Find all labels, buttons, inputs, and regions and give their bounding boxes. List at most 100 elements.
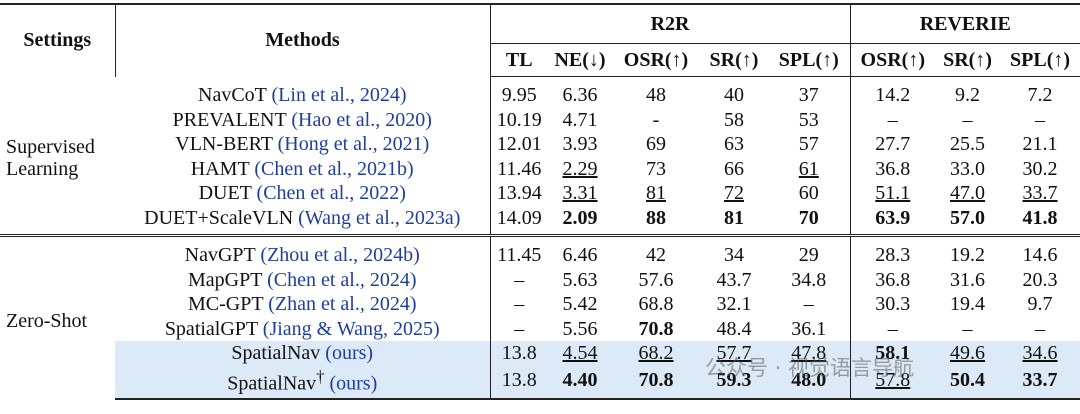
value: 14.6: [1022, 244, 1058, 267]
setting-cell: Zero-Shot: [0, 234, 115, 400]
value-cell: 7.2: [1000, 77, 1080, 108]
value: 30.2: [1022, 157, 1058, 180]
value: 6.46: [562, 244, 598, 267]
value: 13.8: [501, 342, 537, 365]
value: 36.8: [875, 157, 911, 180]
value-cell: 66: [700, 157, 768, 182]
citation: (ours): [329, 372, 378, 395]
value-cell: –: [850, 108, 935, 133]
value: 13.8: [501, 368, 537, 391]
method-name: PREVALENT: [172, 108, 287, 131]
value: 4.40: [562, 368, 598, 391]
value: 11.46: [497, 157, 542, 180]
value: 27.7: [875, 133, 911, 156]
value-cell: 34.8: [768, 267, 851, 292]
watermark: 公众号 · 视觉语言导航: [705, 356, 915, 380]
table-row: SpatialNav† (ours) 13.8 4.40 70.8 59.3 48.0 57…: [0, 365, 1080, 401]
value: 47.8: [791, 342, 827, 365]
table-row: DUET (Chen et al., 2022) 13.94 3.31 81 72 60 5…: [0, 181, 1080, 206]
value: 3.31: [562, 182, 598, 205]
value: 49.6: [950, 342, 986, 365]
value-cell: 58: [700, 108, 768, 133]
method-cell: SpatialGPT (Jiang & Wang, 2025): [115, 316, 491, 341]
value: 70.8: [638, 317, 674, 340]
value: 28.3: [875, 244, 911, 267]
citation: (Wang et al., 2023a): [298, 206, 461, 229]
value: 5.63: [562, 268, 598, 291]
value: 14.2: [875, 84, 911, 107]
value-cell: 2.29: [548, 157, 612, 182]
column-header: SPL(↑): [1000, 43, 1080, 77]
citation: (Zhou et al., 2024b): [260, 244, 420, 267]
method-name: MC-GPT: [188, 293, 264, 316]
citation: (Hao et al., 2020): [291, 108, 432, 131]
value-cell: 60: [768, 181, 851, 206]
value-cell: 37: [768, 76, 851, 108]
value-cell: –: [490, 268, 548, 293]
value-cell: 4.40: [548, 365, 612, 401]
value-cell: 58.1: [850, 341, 936, 366]
value-cell: 57.0: [935, 206, 1000, 236]
value: 12.01: [496, 133, 542, 156]
value-cell: 40: [700, 77, 768, 108]
value: 32.1: [716, 293, 752, 316]
value-cell: 9.2: [935, 77, 1000, 108]
value-cell: 14.2: [850, 77, 935, 108]
method-name: HAMT: [190, 157, 250, 180]
value-cell: 57: [768, 132, 851, 157]
citation: (Zhan et al., 2024): [268, 293, 417, 316]
value: 25.5: [950, 133, 986, 156]
value: 68.8: [638, 293, 674, 316]
value-cell: 11.45: [490, 234, 548, 268]
method-cell: MapGPT (Chen et al., 2024): [115, 267, 491, 292]
value-cell: 73: [612, 157, 700, 182]
value-cell: 68.8: [612, 292, 700, 317]
value-cell: 47.8: [768, 341, 851, 366]
value: 50.4: [950, 368, 986, 391]
value: 2.09: [562, 206, 598, 229]
value: 10.19: [496, 108, 542, 131]
value: 21.1: [1022, 133, 1058, 156]
value-cell: 41.8: [1000, 206, 1080, 236]
value-cell: 61: [768, 156, 851, 181]
value-cell: 70.8: [612, 317, 700, 342]
value: 36.1: [791, 317, 827, 340]
value-cell: 10.19: [490, 108, 548, 133]
results-table: Settings Methods R2R REVERIE TL NE(↓) OSR(↑) SR…: [0, 3, 1080, 401]
value-cell: -: [612, 108, 700, 133]
value-cell: 34: [700, 234, 768, 268]
value: 58: [724, 108, 744, 131]
value-cell: 21.1: [1000, 132, 1080, 157]
value: 69: [646, 133, 666, 156]
value: 37: [798, 84, 819, 107]
table-row: Zero-Shot NavGPT (Zhou et al., 2024b) 11.4…: [0, 234, 1080, 400]
value-cell: 48: [612, 77, 700, 108]
value-cell: 33.7: [1000, 365, 1080, 401]
value: 33.0: [950, 157, 986, 180]
value: 43.7: [716, 268, 752, 291]
value: 72: [724, 182, 744, 205]
column-header: NE(↓): [548, 43, 612, 77]
value-cell: 34.6: [1000, 341, 1080, 366]
value-cell: –: [768, 292, 851, 317]
value-cell: 12.01: [490, 132, 548, 157]
value: 11.45: [497, 244, 542, 267]
method-cell: PREVALENT (Hao et al., 2020): [115, 107, 491, 132]
value: 31.6: [950, 268, 986, 291]
value-cell: 33.0: [935, 157, 1000, 182]
value: 42: [646, 244, 666, 267]
method-cell: DUET (Chen et al., 2022): [115, 181, 491, 206]
header-row: TL NE(↓) OSR(↑) SR(↑) SPL(↑) OSR(↑) SR(↑) SPL(↑…: [0, 43, 1080, 77]
method-cell: VLN-BERT (Hong et al., 2021): [115, 132, 491, 157]
value: 34.8: [791, 268, 827, 291]
value-cell: 57.6: [612, 268, 700, 293]
citation: (Chen et al., 2021b): [254, 157, 414, 180]
method-cell: NavCoT (Lin et al., 2024): [115, 76, 491, 108]
value: 9.2: [955, 84, 981, 107]
value-cell: 4.71: [548, 108, 612, 133]
value-cell: 68.2: [612, 341, 700, 366]
value: 34.6: [1022, 342, 1058, 365]
value: 20.3: [1022, 268, 1058, 291]
value-cell: 25.5: [935, 132, 1000, 157]
value-cell: 2.09: [548, 206, 612, 236]
